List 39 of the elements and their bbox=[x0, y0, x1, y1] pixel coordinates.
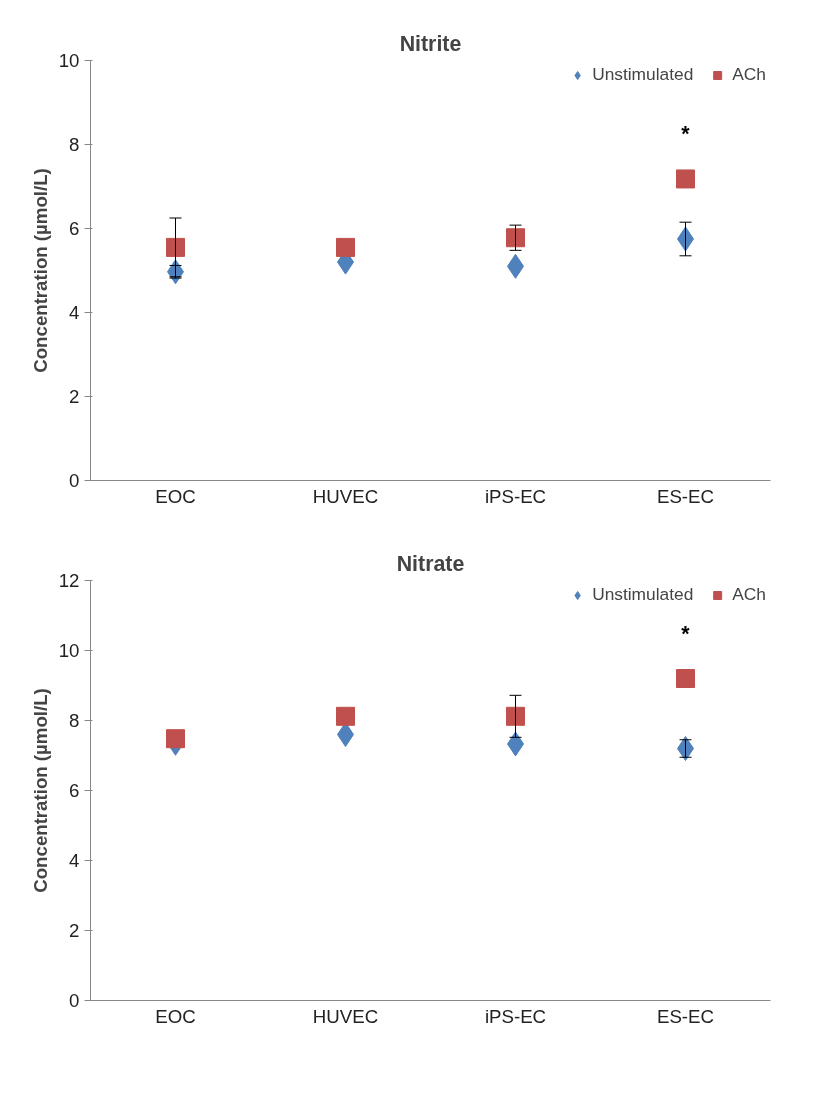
y-tick-label: 6 bbox=[69, 218, 80, 239]
y-tick-label: 10 bbox=[58, 640, 80, 661]
y-tick-label: 4 bbox=[69, 850, 80, 871]
y-tick-label: 4 bbox=[69, 302, 80, 323]
x-tick-label: HUVEC bbox=[312, 485, 379, 507]
annotation: * bbox=[681, 121, 691, 146]
y-tick-label: 8 bbox=[69, 134, 80, 155]
y-tick-label: 10 bbox=[58, 50, 80, 71]
y-tick-label: 0 bbox=[69, 470, 80, 491]
chart-title: Nitrite bbox=[399, 31, 462, 56]
y-axis-title: Concentration (µmol/L) bbox=[29, 688, 51, 893]
legend-label: ACh bbox=[732, 64, 766, 85]
y-tick-label: 2 bbox=[69, 920, 80, 941]
x-tick-label: iPS-EC bbox=[484, 1005, 547, 1027]
point bbox=[166, 729, 185, 749]
x-tick-label: EOC bbox=[155, 1005, 196, 1027]
y-axis-title: Concentration (µmol/L) bbox=[29, 168, 51, 373]
x-tick-label: ES-EC bbox=[656, 1005, 715, 1027]
y-tick-label: 6 bbox=[69, 780, 80, 801]
point bbox=[336, 706, 355, 726]
chart-title: Nitrate bbox=[396, 551, 465, 576]
y-tick-label: 0 bbox=[69, 990, 80, 1011]
x-tick-label: HUVEC bbox=[312, 1005, 379, 1027]
x-tick-label: iPS-EC bbox=[484, 485, 547, 507]
legend-label: ACh bbox=[732, 584, 766, 605]
y-tick-label: 2 bbox=[69, 386, 80, 407]
y-tick-label: 8 bbox=[69, 710, 80, 731]
point bbox=[166, 237, 185, 257]
point bbox=[506, 706, 525, 726]
legend-label: Unstimulated bbox=[592, 64, 694, 85]
legend-label: Unstimulated bbox=[592, 584, 694, 605]
point bbox=[336, 237, 355, 257]
point bbox=[676, 169, 695, 189]
x-tick-label: EOC bbox=[155, 485, 196, 507]
y-tick-label: 12 bbox=[58, 570, 80, 591]
x-tick-label: ES-EC bbox=[656, 485, 715, 507]
annotation: * bbox=[681, 621, 691, 646]
point bbox=[676, 669, 695, 688]
point bbox=[506, 228, 525, 248]
